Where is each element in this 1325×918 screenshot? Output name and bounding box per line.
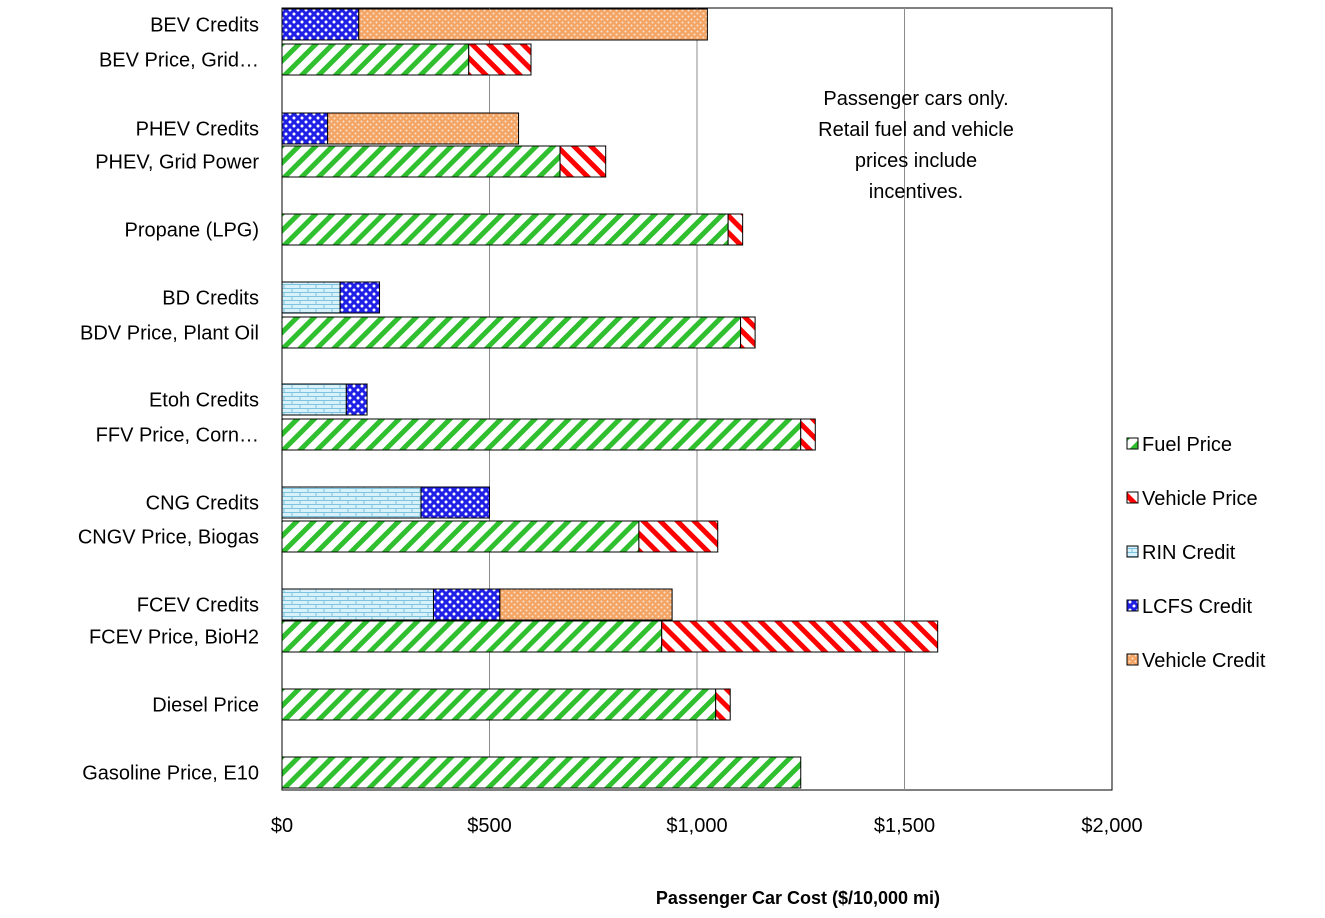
annotation-line: prices include <box>855 150 977 172</box>
legend-swatch <box>1126 599 1139 612</box>
legend-swatch <box>1126 653 1139 666</box>
category-label: BEV Credits <box>150 15 259 37</box>
annotation-line: Passenger cars only. <box>823 88 1008 110</box>
category-label: FCEV Credits <box>137 595 259 617</box>
bar-segment-vehicle-price <box>468 43 532 76</box>
bar-segment-vehicle-price <box>740 316 756 349</box>
bar-segment-lcfs-credit <box>432 588 501 621</box>
legend-label: Vehicle Credit <box>1142 650 1266 672</box>
annotation-text: Passenger cars only. Retail fuel and vehi… <box>818 88 1014 203</box>
x-tick-label: $1,000 <box>666 815 727 837</box>
bar-segment-fuel-price <box>281 620 663 653</box>
bar-segment-fuel-price <box>281 316 742 349</box>
bar-segment-rin-credit <box>281 281 341 314</box>
x-tick-label: $2,000 <box>1081 815 1142 837</box>
category-label: BEV Price, Grid… <box>99 50 259 72</box>
category-labels: BEV Credits BEV Price, Grid… PHEV Credits P… <box>78 15 260 785</box>
bar-segment-vehicle-price <box>715 688 731 721</box>
category-label: Propane (LPG) <box>124 220 259 242</box>
x-tick-label: $500 <box>467 815 512 837</box>
bar-segment-fuel-price <box>281 145 561 178</box>
bar-segment-fuel-price <box>281 43 470 76</box>
category-label: PHEV, Grid Power <box>95 152 259 174</box>
bar-segment-vehicle-price <box>800 418 816 451</box>
legend-swatch <box>1126 491 1139 504</box>
category-label: Gasoline Price, E10 <box>82 763 259 785</box>
bar-segment-lcfs-credit <box>281 112 329 145</box>
bar-segment-fuel-price <box>281 213 729 246</box>
bar-segment-lcfs-credit <box>420 486 490 519</box>
legend-label: RIN Credit <box>1142 542 1236 564</box>
legend-swatch <box>1126 437 1139 450</box>
bar-segment-fuel-price <box>281 688 717 721</box>
category-label: FCEV Price, BioH2 <box>89 627 259 649</box>
annotation-line: Retail fuel and vehicle <box>818 119 1014 141</box>
bars <box>281 8 939 789</box>
legend: Fuel Price Vehicle Price RIN Credit LCFS Cr… <box>1126 434 1266 672</box>
bar-segment-rin-credit <box>281 383 347 416</box>
category-label: Etoh Credits <box>149 390 259 412</box>
bar-segment-vehicle-credit <box>358 8 708 41</box>
bar-segment-vehicle-price <box>559 145 607 178</box>
bar-segment-lcfs-credit <box>345 383 368 416</box>
legend-label: Fuel Price <box>1142 434 1232 456</box>
bar-segment-rin-credit <box>281 588 434 621</box>
bar-segment-fuel-price <box>281 756 802 789</box>
category-label: BD Credits <box>162 288 259 310</box>
x-axis-label: Passenger Car Cost ($/10,000 mi) <box>656 888 940 908</box>
legend-label: Vehicle Price <box>1142 488 1258 510</box>
bar-segment-rin-credit <box>281 486 422 519</box>
category-label: CNGV Price, Biogas <box>78 527 259 549</box>
annotation-line: incentives. <box>869 181 964 203</box>
bar-segment-lcfs-credit <box>281 8 360 41</box>
bar-segment-lcfs-credit <box>339 281 381 314</box>
legend-swatch <box>1126 545 1139 558</box>
x-tick-label: $1,500 <box>874 815 935 837</box>
bar-segment-vehicle-price <box>638 520 719 553</box>
bar-segment-vehicle-price <box>661 620 939 653</box>
category-label: CNG Credits <box>146 493 259 515</box>
legend-label: LCFS Credit <box>1142 596 1252 618</box>
bar-segment-vehicle-credit <box>499 588 673 621</box>
bar-segment-fuel-price <box>281 418 802 451</box>
bar-segment-vehicle-credit <box>327 112 520 145</box>
annotation: Passenger cars only. Retail fuel and vehi… <box>818 88 1014 203</box>
category-label: Diesel Price <box>152 695 259 717</box>
category-label: PHEV Credits <box>136 119 259 141</box>
x-tick-label: $0 <box>271 815 293 837</box>
category-label: FFV Price, Corn… <box>96 425 259 447</box>
x-tick-labels: $0 $500 $1,000 $1,500 $2,000 <box>271 815 1143 837</box>
bar-segment-fuel-price <box>281 520 640 553</box>
bar-segment-vehicle-price <box>727 213 744 246</box>
category-label: BDV Price, Plant Oil <box>80 323 259 345</box>
